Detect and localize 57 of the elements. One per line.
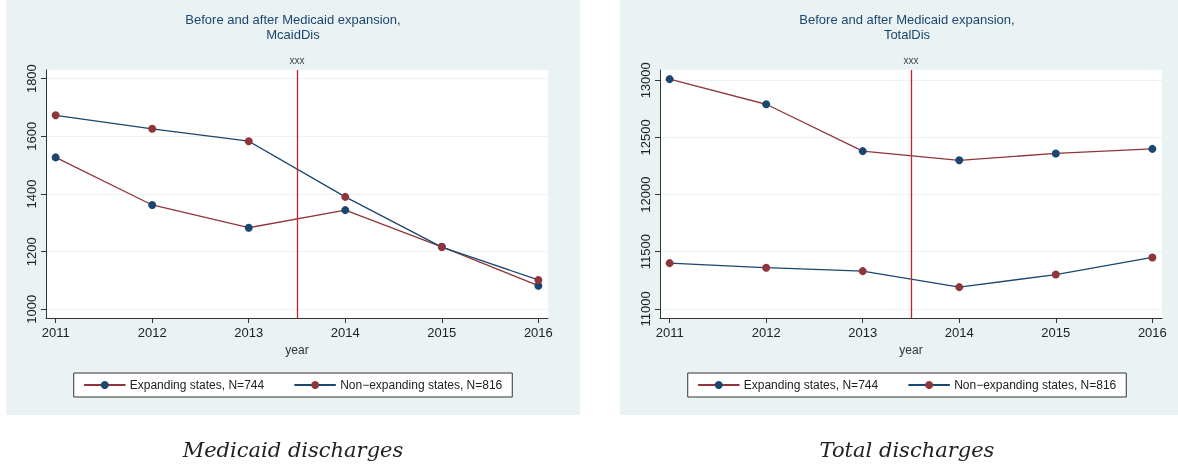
x-tick-label: 2014: [330, 325, 360, 340]
x-tick-label: 2013: [848, 325, 878, 340]
point: [1051, 270, 1060, 279]
x-tick-label: 2013: [234, 325, 264, 340]
y-tick-label: 11000: [638, 291, 653, 327]
point: [1148, 253, 1157, 262]
point: [762, 100, 771, 109]
point: [51, 111, 60, 120]
point: [665, 75, 674, 84]
x-axis-title: year: [285, 343, 309, 357]
point: [244, 223, 253, 232]
x-tick-label: 2011: [655, 325, 684, 340]
point: [762, 263, 771, 272]
x-tick-label: 2016: [1137, 325, 1167, 340]
y-tick-label: 1800: [24, 64, 39, 94]
text: Medicaid discharges: [181, 438, 405, 462]
point: [955, 283, 964, 292]
legend-label: Non−expanding states, N=816: [340, 378, 503, 392]
y-tick-label: 1600: [24, 121, 39, 151]
x-tick-label: 2012: [137, 325, 167, 340]
point: [148, 124, 157, 133]
point: [534, 275, 543, 284]
ref-line-label: xxx: [289, 54, 305, 66]
x-tick-label: 2014: [944, 325, 974, 340]
x-tick-label: 2015: [1041, 325, 1071, 340]
text: Total discharges: [818, 438, 996, 462]
y-tick-label: 1400: [24, 179, 39, 209]
x-tick-label: 2016: [523, 325, 553, 340]
y-tick-label: 13000: [638, 62, 653, 99]
point: [858, 147, 867, 156]
legend-label: Expanding states, N=744: [129, 378, 265, 392]
chart-title: Before and after Medicaid expansion,: [799, 12, 1015, 27]
point: [51, 153, 60, 162]
point: [1051, 149, 1060, 158]
point: [148, 200, 157, 209]
ref-line-label: xxx: [903, 54, 919, 66]
point: [244, 137, 253, 146]
point: [665, 259, 674, 268]
legend-label: Expanding states, N=744: [743, 378, 879, 392]
point: [341, 206, 350, 215]
chart-subtitle: TotalDis: [883, 27, 931, 42]
y-tick-label: 12000: [638, 176, 653, 213]
point: [955, 156, 964, 165]
point: [858, 267, 867, 276]
x-tick-label: 2011: [41, 325, 70, 340]
y-tick-label: 1000: [24, 294, 39, 324]
chart-subtitle: McaidDis: [266, 27, 321, 42]
y-tick-label: 11500: [638, 234, 653, 270]
y-tick-label: 1200: [24, 237, 39, 267]
chart-title: Before and after Medicaid expansion,: [185, 12, 401, 27]
x-axis-title: year: [899, 343, 923, 357]
point: [1148, 144, 1157, 153]
y-tick-label: 12500: [638, 119, 653, 156]
x-tick-label: 2012: [751, 325, 781, 340]
legend-label: Non−expanding states, N=816: [954, 378, 1117, 392]
point: [341, 192, 350, 201]
x-tick-label: 2015: [427, 325, 457, 340]
